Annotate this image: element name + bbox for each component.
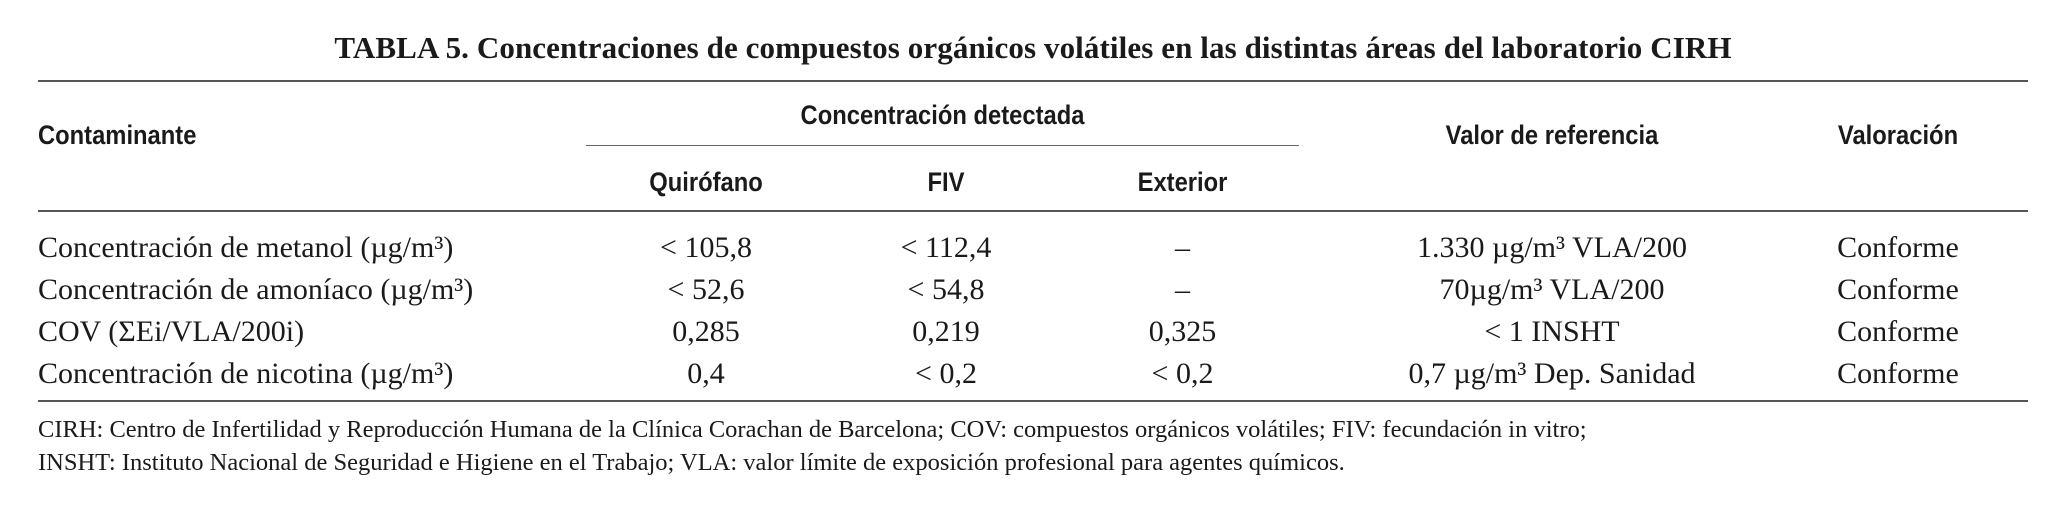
table-row: Concentración de metanol (µg/m³) < 105,8… [38, 227, 2028, 269]
header-valoracion: Valoración [1837, 120, 1959, 150]
table-title: TABLA 5. Concentraciones de compuestos o… [334, 30, 1732, 65]
table-row: Concentración de amoníaco (µg/m³) < 52,6… [38, 269, 2028, 311]
cell-fiv: < 0,2 [915, 357, 977, 390]
cell-valoracion: Conforme [1837, 273, 1959, 306]
cell-contaminante: Concentración de nicotina (µg/m³) [38, 357, 454, 390]
cell-referencia: 70µg/m³ VLA/200 [1439, 273, 1665, 306]
header-valor-referencia: Valor de referencia [1445, 120, 1659, 150]
subheader-rule [586, 145, 1299, 146]
cell-quirofano: < 52,6 [667, 273, 745, 306]
cell-referencia: < 1 INSHT [1484, 315, 1620, 348]
cell-fiv: 0,219 [912, 315, 980, 348]
table-footnotes: CIRH: Centro de Infertilidad y Reproducc… [38, 413, 2033, 479]
cell-exterior: < 0,2 [1151, 357, 1214, 390]
table-row: COV (ΣEi/VLA/200i) 0,285 0,219 0,325 < 1… [38, 311, 2028, 353]
cell-referencia: 0,7 µg/m³ Dep. Sanidad [1408, 357, 1696, 390]
header-fiv: FIV [927, 167, 965, 197]
cell-contaminante: Concentración de amoníaco (µg/m³) [38, 273, 474, 306]
cell-fiv: < 54,8 [907, 273, 985, 306]
cell-contaminante: COV (ΣEi/VLA/200i) [38, 315, 305, 348]
cell-exterior: – [1175, 231, 1190, 264]
header-concentracion-detectada: Concentración detectada [800, 100, 1085, 130]
cell-quirofano: < 105,8 [660, 231, 752, 264]
cell-quirofano: 0,4 [687, 357, 725, 390]
bottom-rule [38, 400, 2028, 402]
header-rule [38, 210, 2028, 212]
cell-exterior: – [1175, 273, 1190, 306]
cell-valoracion: Conforme [1837, 231, 1959, 264]
footnote-line: CIRH: Centro de Infertilidad y Reproducc… [38, 416, 1587, 443]
cell-referencia: 1.330 µg/m³ VLA/200 [1417, 231, 1687, 264]
footnote-line: INSHT: Instituto Nacional de Seguridad e… [38, 449, 1345, 476]
header-contaminante: Contaminante [38, 120, 197, 150]
top-rule [38, 80, 2028, 82]
table-row: Concentración de nicotina (µg/m³) 0,4 < … [38, 353, 2028, 395]
cell-quirofano: 0,285 [672, 315, 740, 348]
cell-valoracion: Conforme [1837, 315, 1959, 348]
cell-exterior: 0,325 [1148, 315, 1217, 348]
cell-valoracion: Conforme [1837, 357, 1959, 390]
header-exterior: Exterior [1137, 167, 1228, 197]
cell-contaminante: Concentración de metanol (µg/m³) [38, 231, 454, 264]
cell-fiv: < 112,4 [900, 231, 992, 264]
header-quirofano: Quirófano [649, 167, 763, 197]
